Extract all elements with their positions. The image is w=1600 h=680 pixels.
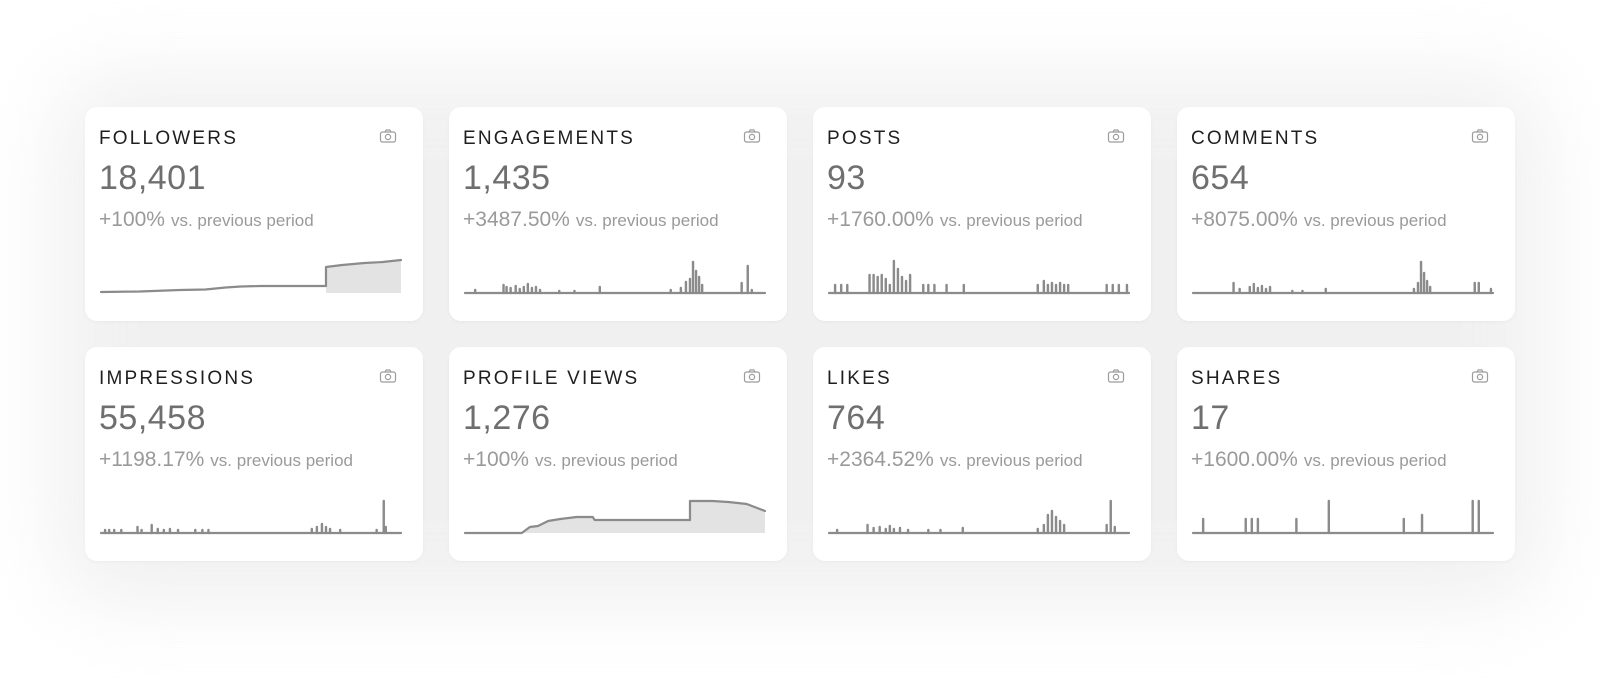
shares-card: SHARES 17 +1600.00% vs. previous period [1177,347,1515,561]
comparison-text: vs. previous period [575,211,719,230]
change-percent: +1198.17% [99,448,205,471]
change-percent: +100% [99,208,165,231]
likes-sparkline [827,499,1131,535]
card-title: ENGAGEMENTS [463,128,635,149]
shares-sparkline [1191,499,1495,535]
change-percent: +8075.00% [1191,208,1298,231]
comparison-text: vs. previous period [534,451,678,470]
metric-value: 55,458 [99,399,206,437]
camera-icon[interactable] [1471,368,1489,384]
metric-value: 1,276 [463,399,551,437]
comparison-text: vs. previous period [1303,451,1447,470]
change-row: +100% vs. previous period [99,208,314,232]
card-title: LIKES [827,368,892,389]
comparison-text: vs. previous period [1303,211,1447,230]
metric-value: 764 [827,399,886,437]
camera-icon[interactable] [379,128,397,144]
metrics-grid: FOLLOWERS 18,401 +100% vs. previous perio… [85,107,1515,561]
change-row: +1600.00% vs. previous period [1191,448,1447,472]
change-percent: +1760.00% [827,208,934,231]
change-percent: +1600.00% [1191,448,1298,471]
comments-sparkline [1191,260,1495,295]
card-title: PROFILE VIEWS [463,368,640,389]
card-title: IMPRESSIONS [99,368,256,389]
profile-views-card: PROFILE VIEWS 1,276 +100% vs. previous pe… [449,347,787,561]
camera-icon[interactable] [743,128,761,144]
camera-icon[interactable] [1107,368,1125,384]
comparison-text: vs. previous period [939,451,1083,470]
metric-value: 18,401 [99,159,206,197]
camera-icon[interactable] [1107,128,1125,144]
metric-value: 17 [1191,399,1230,437]
followers-card: FOLLOWERS 18,401 +100% vs. previous perio… [85,107,423,321]
change-row: +3487.50% vs. previous period [463,208,719,232]
card-title: SHARES [1191,368,1283,389]
metric-value: 654 [1191,159,1250,197]
change-percent: +3487.50% [463,208,570,231]
impressions-sparkline [99,499,403,535]
comments-card: COMMENTS 654 +8075.00% vs. previous perio… [1177,107,1515,321]
impressions-card: IMPRESSIONS 55,458 +1198.17% vs. previous… [85,347,423,561]
engagements-card: ENGAGEMENTS 1,435 +3487.50% vs. previous … [449,107,787,321]
card-title: POSTS [827,128,903,149]
camera-icon[interactable] [1471,128,1489,144]
change-row: +2364.52% vs. previous period [827,448,1083,472]
card-title: FOLLOWERS [99,128,239,149]
change-row: +100% vs. previous period [463,448,678,472]
profile-views-sparkline [463,499,767,535]
change-percent: +100% [463,448,529,471]
likes-card: LIKES 764 +2364.52% vs. previous period [813,347,1151,561]
camera-icon[interactable] [743,368,761,384]
comparison-text: vs. previous period [210,451,353,470]
comparison-text: vs. previous period [170,211,314,230]
change-row: +1198.17% vs. previous period [99,448,353,472]
posts-card: POSTS 93 +1760.00% vs. previous period [813,107,1151,321]
posts-sparkline [827,259,1131,295]
metric-value: 93 [827,159,866,197]
camera-icon[interactable] [379,368,397,384]
engagements-sparkline [463,260,767,295]
metric-value: 1,435 [463,159,551,197]
change-percent: +2364.52% [827,448,934,471]
change-row: +8075.00% vs. previous period [1191,208,1447,232]
followers-sparkline [99,258,403,294]
comparison-text: vs. previous period [939,211,1083,230]
card-title: COMMENTS [1191,128,1320,149]
change-row: +1760.00% vs. previous period [827,208,1083,232]
